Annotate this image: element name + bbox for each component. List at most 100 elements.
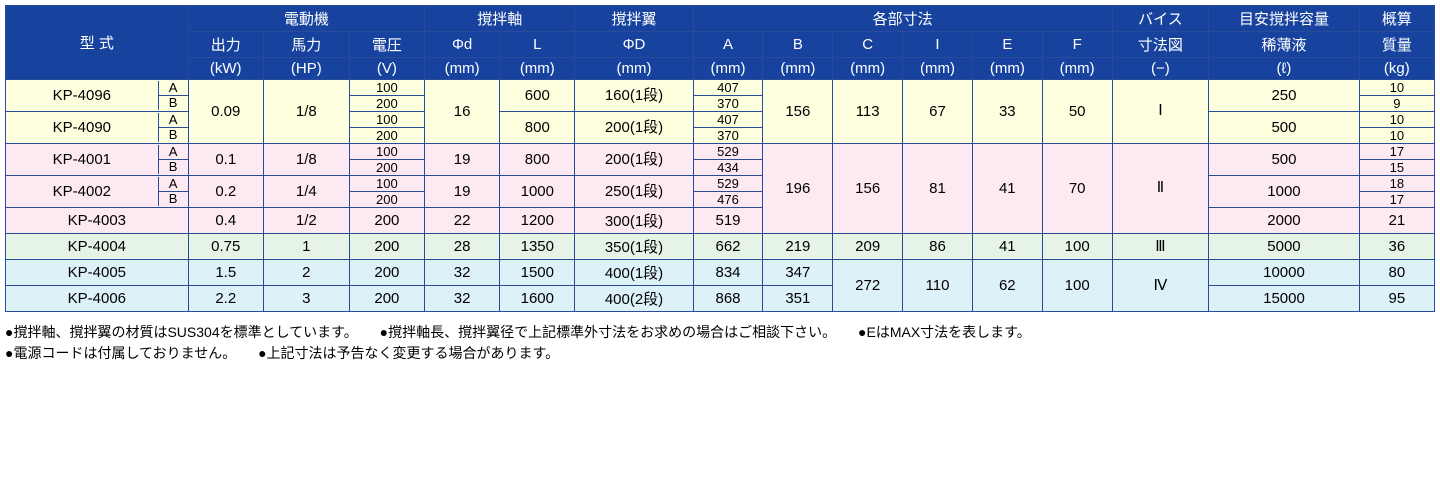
cell-kw: 2.2 [188,286,263,312]
cell-kw: 0.09 [188,80,263,144]
u-mm2: (mm) [500,58,575,80]
cell-vice: Ⅳ [1112,260,1209,312]
cell-model: KP-4002 [6,184,158,199]
cell-cap: 500 [1209,144,1359,176]
th-hp: 馬力 [263,32,349,58]
th-phid: Φd [425,32,500,58]
u-mm5: (mm) [763,58,833,80]
cell-I: 67 [903,80,973,144]
cell-phiD: 250(1段) [575,176,693,208]
th-B: B [763,32,833,58]
cell-F: 100 [1042,260,1112,312]
cell-L: 1350 [500,234,575,260]
th-dims: 各部寸法 [693,6,1112,32]
cell-L: 1600 [500,286,575,312]
ab-b: B [159,128,188,142]
cell-vice: Ⅰ [1112,80,1209,144]
cell-A: 529 [693,144,763,160]
cell-B: 351 [763,286,833,312]
u-kg: (kg) [1359,58,1434,80]
cell-F: 100 [1042,234,1112,260]
cell-vice: Ⅲ [1112,234,1209,260]
table-row: KP-4006 2.2 3 200 32 1600 400(2段) 868 35… [6,286,1435,312]
cell-kw: 1.5 [188,260,263,286]
table-row: KP-4004 0.75 1 200 28 1350 350(1段) 662 2… [6,234,1435,260]
th-phiD: ΦD [575,32,693,58]
cell-mass: 18 [1359,176,1434,192]
cell-hp: 1 [263,234,349,260]
cell-L: 800 [500,144,575,176]
cell-phid: 19 [425,176,500,208]
notes: ●撹拌軸、撹拌翼の材質はSUS304を標準としています。 ●撹拌軸長、撹拌翼径で… [5,322,1435,364]
cell-kw: 0.1 [188,144,263,176]
cell-E: 41 [972,144,1042,234]
cell-phid: 16 [425,80,500,144]
cell-L: 1500 [500,260,575,286]
cell-A: 434 [693,160,763,176]
cell-v: 200 [349,128,424,144]
cell-phiD: 350(1段) [575,234,693,260]
th-blade: 撹拌翼 [575,6,693,32]
cell-mass: 95 [1359,286,1434,312]
th-vice: バイス [1112,6,1209,32]
cell-model: KP-4090 [6,120,158,135]
cell-cap: 250 [1209,80,1359,112]
cell-mass: 36 [1359,234,1434,260]
u-l: (ℓ) [1209,58,1359,80]
cell-phid: 32 [425,260,500,286]
cell-kw: 0.4 [188,208,263,234]
cell-B: 347 [763,260,833,286]
ab-b: B [159,96,188,110]
cell-model: KP-4004 [6,234,189,260]
cell-L: 1200 [500,208,575,234]
cell-v: 200 [349,234,424,260]
th-cap2: 稀薄液 [1209,32,1359,58]
u-hp: (HP) [263,58,349,80]
cell-hp: 1/4 [263,176,349,208]
cell-L: 800 [500,112,575,144]
th-I: I [903,32,973,58]
note: ●EはMAX寸法を表します。 [858,324,1031,340]
cell-v: 100 [349,112,424,128]
th-shaft: 撹拌軸 [425,6,575,32]
cell-mass: 10 [1359,80,1434,96]
u-mm6: (mm) [833,58,903,80]
cell-cap: 15000 [1209,286,1359,312]
th-C: C [833,32,903,58]
cell-cap: 10000 [1209,260,1359,286]
th-A: A [693,32,763,58]
spec-table: 型 式 電動機 撹拌軸 撹拌翼 各部寸法 バイス 目安撹拌容量 概算 出力 馬力… [5,5,1435,312]
cell-hp: 2 [263,260,349,286]
cell-mass: 15 [1359,160,1434,176]
cell-mass: 9 [1359,96,1434,112]
cell-A: 370 [693,96,763,112]
cell-model: KP-4001 [6,152,158,167]
cell-F: 70 [1042,144,1112,234]
cell-A: 529 [693,176,763,192]
cell-v: 100 [349,144,424,160]
cell-hp: 1/8 [263,144,349,176]
cell-F: 50 [1042,80,1112,144]
table-row: KP-4096AB 0.09 1/8 100 16 600 160(1段) 40… [6,80,1435,96]
u-mm1: (mm) [425,58,500,80]
cell-vice: Ⅱ [1112,144,1209,234]
u-kw: (kW) [188,58,263,80]
cell-mass: 10 [1359,112,1434,128]
th-v: 電圧 [349,32,424,58]
cell-v: 200 [349,208,424,234]
cell-A: 834 [693,260,763,286]
cell-phiD: 160(1段) [575,80,693,112]
table-row: KP-4005 1.5 2 200 32 1500 400(1段) 834 34… [6,260,1435,286]
cell-B: 196 [763,144,833,234]
cell-mass: 21 [1359,208,1434,234]
cell-mass: 80 [1359,260,1434,286]
cell-A: 519 [693,208,763,234]
u-v: (V) [349,58,424,80]
note: ●撹拌軸、撹拌翼の材質はSUS304を標準としています。 [5,324,358,340]
th-mass2: 質量 [1359,32,1434,58]
ab-a: A [159,145,188,160]
u-dash: (−) [1112,58,1209,80]
cell-kw: 0.75 [188,234,263,260]
cell-phiD: 400(2段) [575,286,693,312]
u-mm8: (mm) [972,58,1042,80]
